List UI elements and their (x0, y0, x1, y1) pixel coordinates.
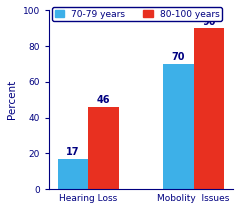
Legend: 70-79 years, 80-100 years: 70-79 years, 80-100 years (53, 7, 222, 21)
Text: 70: 70 (171, 52, 185, 62)
Text: 46: 46 (97, 95, 110, 105)
Bar (194, 28, 224, 189)
Y-axis label: Percent: Percent (7, 80, 17, 119)
Bar (163, 64, 194, 189)
Text: 90: 90 (202, 17, 216, 26)
Bar (88, 107, 119, 189)
Bar (58, 159, 88, 189)
Text: 17: 17 (66, 147, 80, 157)
